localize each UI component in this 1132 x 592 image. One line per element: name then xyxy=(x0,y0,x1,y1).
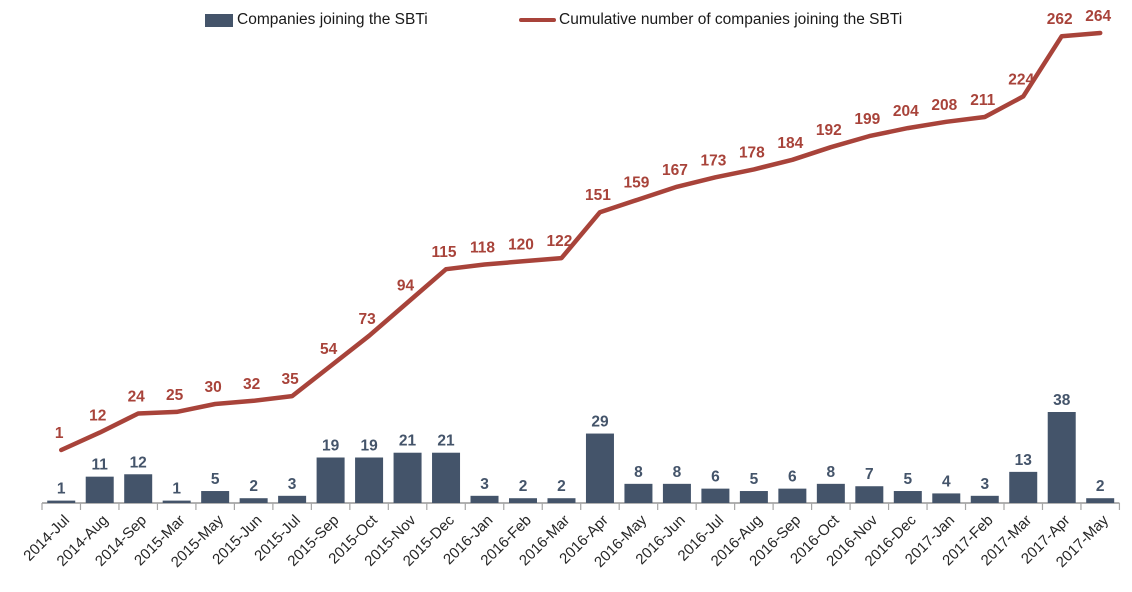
line-data-label: 224 xyxy=(1008,71,1034,88)
line-data-label: 120 xyxy=(508,236,534,253)
line-data-label: 204 xyxy=(893,103,919,120)
bar-data-label: 2 xyxy=(1096,478,1105,495)
line-data-label: 118 xyxy=(470,239,495,256)
line-data-label: 1 xyxy=(55,425,64,442)
line-data-label: 32 xyxy=(243,376,260,393)
bar xyxy=(355,457,384,503)
bar xyxy=(201,491,230,503)
line-data-label: 199 xyxy=(854,111,880,128)
bar-data-label: 11 xyxy=(92,457,109,474)
bar-data-label: 8 xyxy=(634,464,643,481)
bar xyxy=(278,495,307,503)
bar-data-label: 3 xyxy=(980,476,989,493)
legend-item-line-series[interactable]: Cumulative number of companies joining t… xyxy=(519,8,902,32)
bar-data-label: 19 xyxy=(360,438,378,455)
line-data-label: 211 xyxy=(970,92,995,109)
line-data-label: 73 xyxy=(358,311,376,328)
bar-data-label: 5 xyxy=(903,471,912,488)
bar-data-label: 12 xyxy=(130,454,147,471)
bar xyxy=(816,483,845,503)
bar-data-label: 6 xyxy=(788,469,797,486)
line-data-label: 94 xyxy=(397,278,415,295)
line-series-marker-icon xyxy=(519,18,556,22)
bar xyxy=(85,476,114,503)
bar-data-label: 6 xyxy=(711,469,720,486)
line-data-label: 151 xyxy=(585,187,611,204)
line-data-label: 167 xyxy=(662,162,688,179)
bar xyxy=(893,491,922,503)
line-data-label: 25 xyxy=(166,387,184,404)
line-data-label: 30 xyxy=(205,379,222,396)
legend-bar-series-label: Companies joining the SBTi xyxy=(237,11,428,28)
bar xyxy=(585,433,614,503)
bar xyxy=(316,457,345,503)
bar-data-label: 3 xyxy=(480,476,489,493)
bar xyxy=(701,488,730,503)
bar-data-label: 4 xyxy=(942,473,951,490)
bar xyxy=(47,500,76,503)
bar-data-label: 1 xyxy=(172,481,181,498)
line-data-label: 35 xyxy=(281,371,299,388)
bar-data-label: 13 xyxy=(1015,452,1033,469)
bar-data-label: 21 xyxy=(437,433,455,450)
bar xyxy=(739,491,768,503)
bar xyxy=(124,474,153,503)
line-data-label: 262 xyxy=(1047,11,1073,28)
bar xyxy=(547,498,576,503)
bar xyxy=(1086,498,1115,503)
line-data-label: 12 xyxy=(89,408,106,425)
bar xyxy=(162,500,191,503)
bar xyxy=(855,486,884,503)
bar-data-label: 3 xyxy=(288,476,297,493)
bar xyxy=(970,495,999,503)
bar xyxy=(470,495,499,503)
bar xyxy=(932,493,961,503)
bar-data-label: 21 xyxy=(399,433,417,450)
line-data-label: 184 xyxy=(777,135,803,152)
line-data-label: 178 xyxy=(739,144,765,161)
bar-data-label: 2 xyxy=(519,478,528,495)
bar-data-label: 2 xyxy=(249,478,258,495)
line-data-label: 208 xyxy=(931,97,957,114)
line-data-label: 115 xyxy=(432,244,457,261)
bar-data-label: 1 xyxy=(57,481,66,498)
line-data-label: 264 xyxy=(1085,8,1111,25)
bar xyxy=(1047,412,1076,503)
bar-data-label: 38 xyxy=(1053,392,1071,409)
bar xyxy=(1009,471,1038,503)
bar xyxy=(662,483,691,503)
line-data-label: 122 xyxy=(547,233,573,250)
line-data-label: 173 xyxy=(700,152,726,169)
line-data-label: 24 xyxy=(128,389,146,406)
bar xyxy=(239,498,268,503)
bar-data-label: 5 xyxy=(211,471,220,488)
bar xyxy=(509,498,537,503)
bar-series-swatch-icon xyxy=(205,13,233,27)
line-data-label: 192 xyxy=(816,122,842,139)
bar-data-label: 19 xyxy=(322,438,340,455)
cumulative-line xyxy=(58,30,1103,453)
bar-data-label: 5 xyxy=(750,471,759,488)
bar-data-label: 7 xyxy=(865,466,874,483)
legend-item-bar-series[interactable]: Companies joining the SBTi xyxy=(205,8,428,32)
bar-data-label: 8 xyxy=(673,464,682,481)
line-data-label: 54 xyxy=(320,341,338,358)
line-data-label: 159 xyxy=(624,174,650,191)
bar-data-label: 2 xyxy=(557,478,566,495)
bar xyxy=(393,452,422,503)
legend-line-series-label: Cumulative number of companies joining t… xyxy=(559,11,903,28)
bar-data-label: 29 xyxy=(591,414,609,431)
bar xyxy=(778,488,807,503)
bar-data-label: 8 xyxy=(827,464,836,481)
bar xyxy=(432,452,461,503)
bar xyxy=(624,483,653,503)
